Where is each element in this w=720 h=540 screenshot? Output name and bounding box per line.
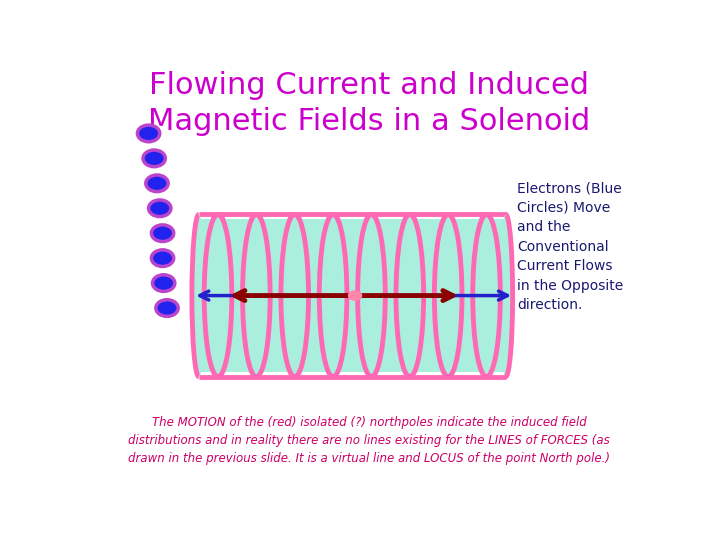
Circle shape [153,275,175,292]
Text: Flowing Current and Induced
Magnetic Fields in a Solenoid: Flowing Current and Induced Magnetic Fie… [148,71,590,136]
Circle shape [348,290,362,301]
Ellipse shape [473,214,500,377]
Circle shape [156,300,178,316]
Circle shape [138,125,160,141]
Circle shape [151,250,174,266]
Ellipse shape [434,214,462,377]
Text: Electrons (Blue
Circles) Move
and the
Conventional
Current Flows
in the Opposite: Electrons (Blue Circles) Move and the Co… [517,181,623,312]
Ellipse shape [499,214,513,377]
Ellipse shape [358,214,385,377]
Ellipse shape [281,214,309,377]
Circle shape [148,200,171,217]
Bar [199,219,505,373]
Ellipse shape [319,214,347,377]
Circle shape [145,175,168,192]
Ellipse shape [204,214,232,377]
Ellipse shape [192,214,206,377]
Ellipse shape [396,214,423,377]
Ellipse shape [243,214,270,377]
Text: The MOTION of the (red) isolated (?) northpoles indicate the induced field
distr: The MOTION of the (red) isolated (?) nor… [128,416,610,465]
Circle shape [151,225,174,241]
Circle shape [143,150,166,167]
